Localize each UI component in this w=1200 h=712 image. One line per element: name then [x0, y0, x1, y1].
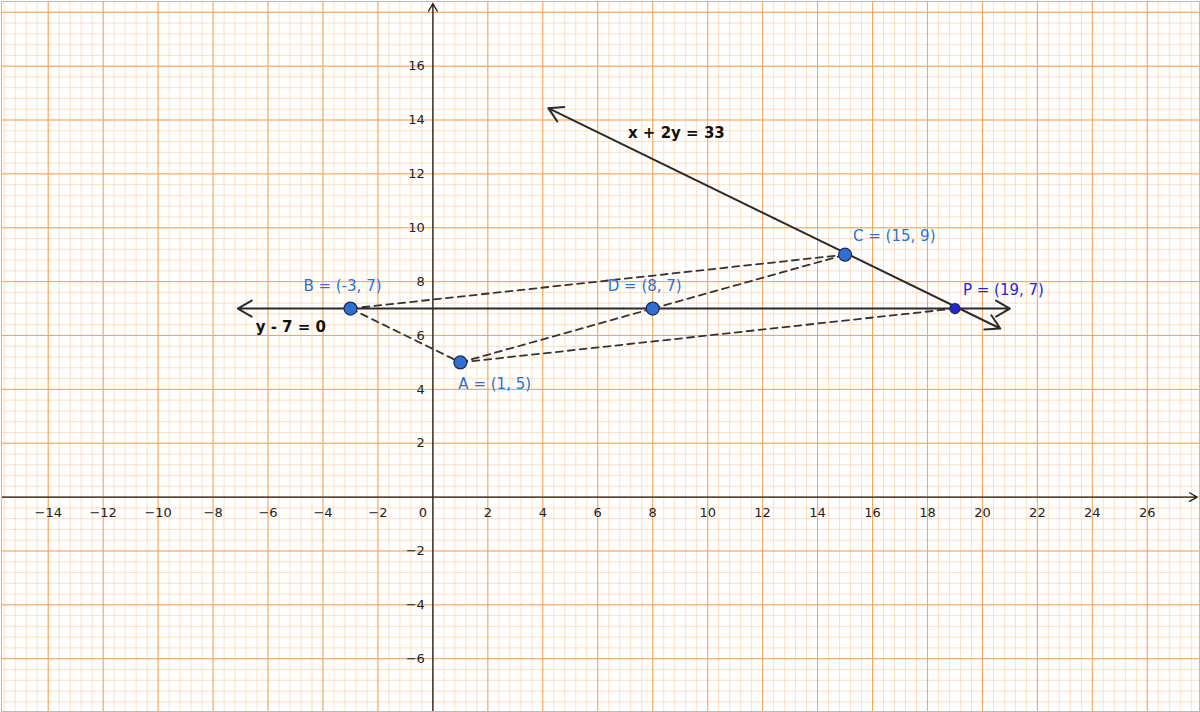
svg-text:12: 12 [754, 505, 771, 520]
svg-text:A = (1, 5): A = (1, 5) [458, 375, 531, 393]
svg-text:−6: −6 [406, 651, 425, 666]
svg-text:18: 18 [919, 505, 936, 520]
svg-text:16: 16 [408, 58, 425, 73]
svg-text:2: 2 [417, 435, 425, 450]
svg-text:−12: −12 [89, 505, 116, 520]
svg-text:−2: −2 [368, 505, 387, 520]
svg-text:24: 24 [1084, 505, 1101, 520]
svg-text:16: 16 [864, 505, 881, 520]
svg-text:14: 14 [809, 505, 826, 520]
svg-text:10: 10 [699, 505, 716, 520]
svg-text:6: 6 [417, 328, 425, 343]
svg-text:12: 12 [408, 166, 425, 181]
svg-text:−14: −14 [34, 505, 61, 520]
svg-text:14: 14 [408, 112, 425, 127]
svg-text:6: 6 [594, 505, 602, 520]
svg-text:20: 20 [974, 505, 991, 520]
svg-text:8: 8 [417, 274, 425, 289]
svg-text:−8: −8 [203, 505, 222, 520]
svg-text:−10: −10 [144, 505, 171, 520]
svg-text:−6: −6 [258, 505, 277, 520]
svg-text:−4: −4 [406, 597, 425, 612]
svg-text:2: 2 [484, 505, 492, 520]
svg-text:4: 4 [539, 505, 547, 520]
svg-text:B = (-3, 7): B = (-3, 7) [303, 277, 381, 295]
svg-text:P = (19, 7): P = (19, 7) [963, 281, 1044, 299]
svg-text:−4: −4 [313, 505, 332, 520]
svg-text:C = (15, 9): C = (15, 9) [853, 227, 935, 245]
svg-text:8: 8 [649, 505, 657, 520]
svg-text:22: 22 [1029, 505, 1046, 520]
svg-text:0: 0 [419, 505, 427, 520]
svg-text:−2: −2 [406, 543, 425, 558]
svg-text:26: 26 [1139, 505, 1156, 520]
svg-text:D = (8, 7): D = (8, 7) [608, 277, 682, 295]
svg-text:x + 2y = 33: x + 2y = 33 [628, 124, 725, 142]
svg-text:4: 4 [417, 382, 425, 397]
svg-text:10: 10 [408, 220, 425, 235]
svg-text:y - 7 = 0: y - 7 = 0 [256, 318, 326, 336]
